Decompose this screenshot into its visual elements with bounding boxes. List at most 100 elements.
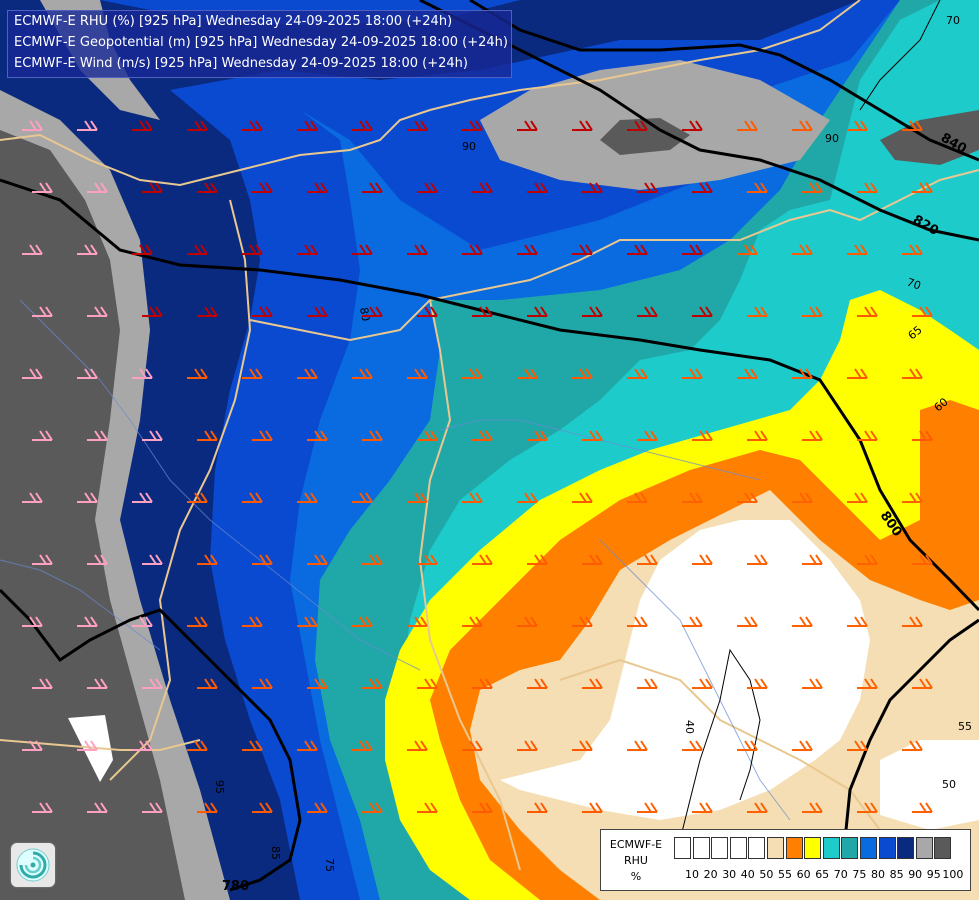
wind-barb bbox=[692, 430, 713, 441]
wind-barb bbox=[307, 306, 328, 317]
legend-tick-label: 80 bbox=[871, 868, 885, 881]
wind-barb bbox=[902, 616, 923, 627]
wind-barb bbox=[77, 244, 98, 255]
legend-swatch bbox=[878, 837, 896, 859]
legend-tick-label: 30 bbox=[722, 868, 737, 881]
wind-barb bbox=[517, 120, 538, 131]
wind-barb bbox=[847, 740, 868, 751]
wind-barb bbox=[517, 368, 538, 379]
wind-barb bbox=[627, 120, 648, 131]
wind-barb bbox=[747, 430, 768, 441]
wind-barb bbox=[637, 678, 658, 689]
wind-barb bbox=[582, 678, 603, 689]
wind-barb bbox=[252, 430, 273, 441]
wind-barb bbox=[912, 306, 933, 317]
wind-barb bbox=[857, 678, 878, 689]
legend-box: ECMWF-E RHU % 10 20 30 40 50 55 60 65 70 75 80 85 90… bbox=[600, 829, 971, 891]
ecmwf-logo bbox=[11, 843, 55, 887]
wind-barb bbox=[462, 368, 483, 379]
wind-barb bbox=[747, 306, 768, 317]
wind-barb bbox=[572, 120, 593, 131]
wind-barb bbox=[252, 554, 273, 565]
wind-barb bbox=[252, 802, 273, 813]
wind-barb bbox=[527, 554, 548, 565]
contour-label: 75 bbox=[323, 858, 336, 872]
legend-tick-label: 85 bbox=[889, 868, 904, 881]
wind-barb bbox=[132, 740, 153, 751]
wind-barb bbox=[857, 182, 878, 193]
contour-label: 40 bbox=[683, 720, 696, 734]
legend-tick-label: 40 bbox=[740, 868, 755, 881]
title-line-geopotential: ECMWF-E Geopotential (m) [925 hPa] Wedne… bbox=[14, 35, 508, 50]
wind-barb bbox=[132, 368, 153, 379]
wind-barb bbox=[912, 182, 933, 193]
wind-barb bbox=[22, 616, 43, 627]
wind-barb bbox=[847, 120, 868, 131]
wind-barb bbox=[307, 802, 328, 813]
geo-840-line bbox=[469, 0, 979, 162]
wind-barb bbox=[362, 678, 383, 689]
wind-barb bbox=[857, 554, 878, 565]
wind-barb bbox=[87, 430, 108, 441]
wind-barb bbox=[197, 554, 218, 565]
wind-barb bbox=[242, 368, 263, 379]
wind-barb bbox=[297, 492, 318, 503]
legend-swatch bbox=[822, 837, 840, 859]
wind-barb bbox=[87, 554, 108, 565]
wind-barb bbox=[802, 182, 823, 193]
wind-barb bbox=[187, 244, 208, 255]
wind-barb bbox=[32, 554, 53, 565]
legend-swatch bbox=[841, 837, 859, 859]
wind-barb bbox=[362, 306, 383, 317]
wind-barb bbox=[77, 740, 98, 751]
wind-barb bbox=[22, 120, 43, 131]
wind-barb bbox=[197, 678, 218, 689]
geo-820-line bbox=[419, 0, 979, 242]
wind-barb bbox=[77, 120, 98, 131]
wind-barb bbox=[132, 616, 153, 627]
wind-barb bbox=[847, 616, 868, 627]
legend-swatch bbox=[804, 837, 822, 859]
legend-swatch bbox=[711, 837, 729, 859]
wind-barb bbox=[747, 554, 768, 565]
wind-barb bbox=[352, 120, 373, 131]
contour-label: 50 bbox=[942, 778, 956, 791]
wind-barb bbox=[902, 368, 923, 379]
rh-band-below-50 bbox=[500, 520, 870, 820]
legend-title: ECMWF-E bbox=[609, 838, 663, 851]
wind-barb bbox=[572, 244, 593, 255]
wind-barb bbox=[747, 678, 768, 689]
wind-barbs bbox=[22, 120, 933, 813]
contour-label: 85 bbox=[269, 846, 282, 860]
wind-barb bbox=[637, 182, 658, 193]
wind-barb bbox=[242, 616, 263, 627]
wind-barb bbox=[472, 306, 493, 317]
wind-barb bbox=[902, 492, 923, 503]
wind-barb bbox=[472, 802, 493, 813]
wind-barb bbox=[902, 740, 923, 751]
wind-barb bbox=[747, 182, 768, 193]
wind-barb bbox=[407, 492, 428, 503]
wind-barb bbox=[132, 120, 153, 131]
wind-barb bbox=[582, 554, 603, 565]
wind-barb bbox=[517, 616, 538, 627]
legend-swatch bbox=[729, 837, 747, 859]
wind-barb bbox=[627, 244, 648, 255]
wind-barb bbox=[297, 740, 318, 751]
wind-barb bbox=[847, 244, 868, 255]
wind-barb bbox=[527, 802, 548, 813]
wind-barb bbox=[802, 802, 823, 813]
wind-barb bbox=[792, 244, 813, 255]
wind-barb bbox=[682, 740, 703, 751]
legend-tick-label: 65 bbox=[815, 868, 830, 881]
wind-barb bbox=[307, 554, 328, 565]
wind-barb bbox=[857, 430, 878, 441]
legend-swatch bbox=[674, 837, 691, 859]
wind-barb bbox=[637, 554, 658, 565]
wind-barb bbox=[472, 430, 493, 441]
contour-label: 70 bbox=[905, 276, 923, 293]
wind-barb bbox=[527, 678, 548, 689]
wind-barb bbox=[417, 182, 438, 193]
